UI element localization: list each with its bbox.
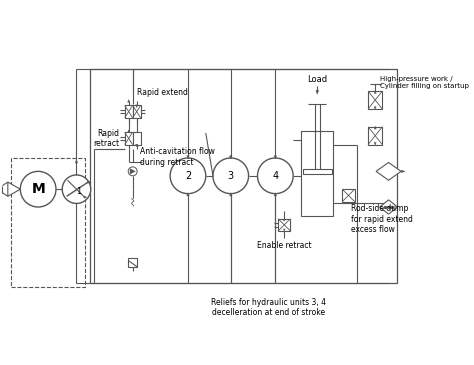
Text: Load: Load	[307, 75, 328, 84]
Circle shape	[62, 175, 91, 203]
Bar	[303, 169, 331, 174]
Bar	[301, 131, 333, 216]
Polygon shape	[136, 105, 137, 108]
Text: 1: 1	[76, 187, 81, 196]
Polygon shape	[187, 193, 189, 196]
Polygon shape	[374, 142, 376, 145]
Polygon shape	[229, 155, 232, 159]
Polygon shape	[316, 91, 319, 94]
Text: M: M	[31, 182, 45, 196]
Polygon shape	[283, 219, 285, 221]
Polygon shape	[8, 182, 20, 196]
Polygon shape	[374, 91, 376, 93]
Polygon shape	[88, 181, 91, 183]
Text: Rod-side dump
for rapid extend
excess flow: Rod-side dump for rapid extend excess fl…	[351, 204, 413, 234]
Text: Anti-cavitation flow
during retract: Anti-cavitation flow during retract	[140, 147, 215, 167]
Circle shape	[257, 158, 293, 194]
Bar	[342, 189, 355, 202]
Polygon shape	[401, 170, 405, 173]
Bar	[368, 91, 383, 109]
Polygon shape	[376, 162, 401, 180]
Polygon shape	[84, 196, 87, 198]
Polygon shape	[229, 193, 232, 196]
Text: 2: 2	[185, 171, 191, 181]
Bar	[133, 132, 141, 145]
Text: Rapid
retract: Rapid retract	[93, 128, 119, 148]
Bar	[278, 219, 291, 231]
Polygon shape	[274, 155, 276, 159]
Bar	[368, 127, 383, 145]
Bar	[133, 105, 141, 118]
Text: Reliefs for hydraulic units 3, 4
decelleration at end of stroke: Reliefs for hydraulic units 3, 4 decelle…	[211, 298, 326, 318]
Bar	[11, 158, 85, 287]
Circle shape	[213, 158, 248, 194]
Polygon shape	[374, 107, 376, 110]
Polygon shape	[128, 130, 130, 132]
Polygon shape	[136, 144, 137, 147]
Polygon shape	[283, 229, 285, 231]
Polygon shape	[130, 169, 136, 174]
Bar	[125, 105, 133, 118]
Circle shape	[128, 167, 137, 176]
Polygon shape	[380, 200, 398, 214]
Bar	[125, 132, 133, 145]
Text: Rapid extend: Rapid extend	[137, 88, 188, 97]
Polygon shape	[187, 155, 189, 159]
Circle shape	[170, 158, 206, 194]
Bar	[90, 69, 398, 283]
Polygon shape	[274, 193, 276, 196]
Polygon shape	[75, 160, 78, 163]
Text: High-pressure work /
Cylinder filling on startup: High-pressure work / Cylinder filling on…	[380, 76, 468, 89]
Polygon shape	[128, 100, 130, 102]
Polygon shape	[374, 126, 376, 129]
Text: 3: 3	[228, 171, 234, 181]
Text: Enable retract: Enable retract	[257, 241, 311, 250]
Circle shape	[20, 171, 56, 207]
Text: 4: 4	[272, 171, 278, 181]
Bar	[128, 258, 137, 267]
